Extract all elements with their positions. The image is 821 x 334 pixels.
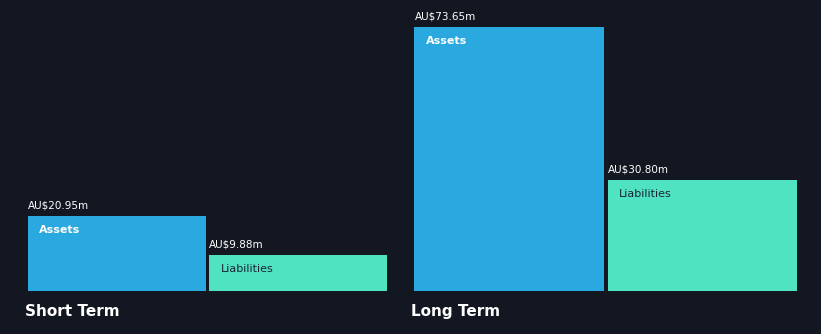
Text: Assets: Assets [39,225,80,235]
Text: Liabilities: Liabilities [220,265,273,275]
Bar [608,180,796,291]
Text: AU$30.80m: AU$30.80m [608,165,668,175]
Text: Long Term: Long Term [410,304,500,319]
Text: AU$20.95m: AU$20.95m [28,200,89,210]
Bar [28,215,205,291]
Text: AU$73.65m: AU$73.65m [415,11,475,21]
Text: Liabilities: Liabilities [619,189,672,199]
Text: Short Term: Short Term [25,304,119,319]
Text: Assets: Assets [426,36,467,46]
Bar [415,27,603,291]
Bar [209,255,387,291]
Text: AU$9.88m: AU$9.88m [209,240,264,250]
